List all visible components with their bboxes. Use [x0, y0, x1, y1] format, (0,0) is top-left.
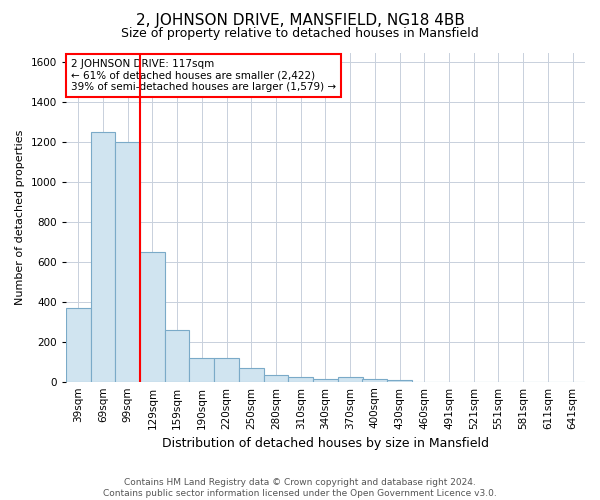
Bar: [214, 358, 239, 382]
Text: 2, JOHNSON DRIVE, MANSFIELD, NG18 4BB: 2, JOHNSON DRIVE, MANSFIELD, NG18 4BB: [136, 12, 464, 28]
Bar: [91, 132, 115, 382]
Bar: [239, 368, 263, 382]
Bar: [190, 358, 214, 382]
Y-axis label: Number of detached properties: Number of detached properties: [15, 130, 25, 305]
Bar: [387, 380, 412, 382]
Bar: [362, 378, 387, 382]
Bar: [66, 308, 91, 382]
Bar: [263, 374, 289, 382]
Bar: [165, 330, 190, 382]
Bar: [313, 378, 338, 382]
X-axis label: Distribution of detached houses by size in Mansfield: Distribution of detached houses by size …: [162, 437, 489, 450]
Bar: [289, 376, 313, 382]
Bar: [140, 252, 165, 382]
Text: Contains HM Land Registry data © Crown copyright and database right 2024.
Contai: Contains HM Land Registry data © Crown c…: [103, 478, 497, 498]
Text: 2 JOHNSON DRIVE: 117sqm
← 61% of detached houses are smaller (2,422)
39% of semi: 2 JOHNSON DRIVE: 117sqm ← 61% of detache…: [71, 59, 336, 92]
Bar: [338, 376, 362, 382]
Text: Size of property relative to detached houses in Mansfield: Size of property relative to detached ho…: [121, 28, 479, 40]
Bar: [115, 142, 140, 382]
